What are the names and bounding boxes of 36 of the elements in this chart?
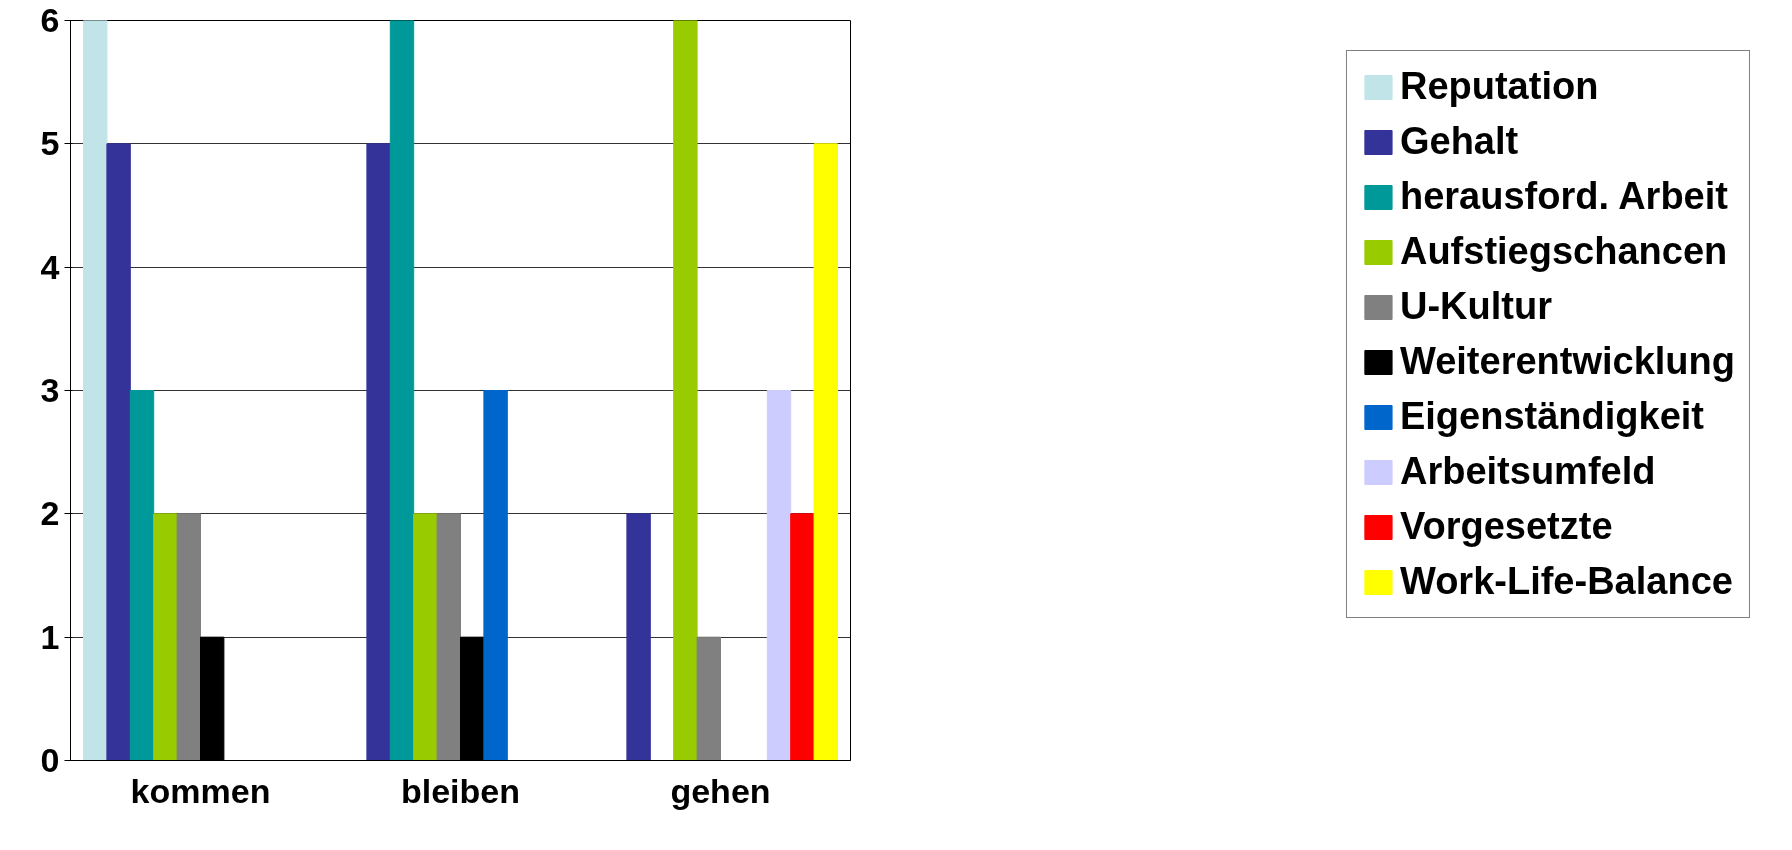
bar bbox=[673, 20, 698, 761]
bar bbox=[389, 20, 415, 761]
y-tick-label: 3 bbox=[40, 371, 60, 409]
y-tick-label: 2 bbox=[40, 494, 60, 533]
legend-label: Reputation bbox=[1399, 65, 1599, 108]
bar bbox=[790, 513, 815, 761]
y-tick-label: 4 bbox=[40, 247, 60, 286]
legend-label: Aufstiegschancen bbox=[1399, 230, 1728, 273]
legend-label: Vorgesetzte bbox=[1399, 505, 1613, 548]
x-tick-label: gehen bbox=[670, 771, 771, 810]
legend-label: Work-Life-Balance bbox=[1399, 560, 1733, 603]
legend-label: Arbeitsumfeld bbox=[1399, 450, 1656, 493]
bar bbox=[483, 390, 508, 761]
bar bbox=[129, 390, 155, 761]
legend-label: Gehalt bbox=[1399, 120, 1519, 163]
x-tick-label: kommen bbox=[130, 771, 271, 810]
bar bbox=[766, 390, 792, 761]
y-tick-label: 6 bbox=[40, 1, 60, 39]
legend-label: U-Kultur bbox=[1399, 285, 1552, 328]
bar bbox=[366, 143, 391, 761]
y-tick-label: 5 bbox=[40, 124, 60, 163]
bar bbox=[83, 20, 108, 761]
y-tick-label: 0 bbox=[40, 741, 60, 779]
bar bbox=[153, 513, 178, 761]
legend-label: Eigenständigkeit bbox=[1399, 395, 1705, 438]
bar bbox=[176, 513, 201, 761]
bar bbox=[106, 143, 131, 761]
bar bbox=[813, 143, 838, 761]
bar bbox=[696, 636, 721, 761]
bar bbox=[626, 513, 651, 761]
legend-label: Weiterentwicklung bbox=[1399, 340, 1735, 383]
bar bbox=[436, 513, 461, 761]
legend-label: herausford. Arbeit bbox=[1399, 175, 1728, 218]
bar bbox=[413, 513, 438, 761]
x-tick-label: bleiben bbox=[400, 771, 521, 810]
y-tick-label: 1 bbox=[40, 617, 60, 656]
